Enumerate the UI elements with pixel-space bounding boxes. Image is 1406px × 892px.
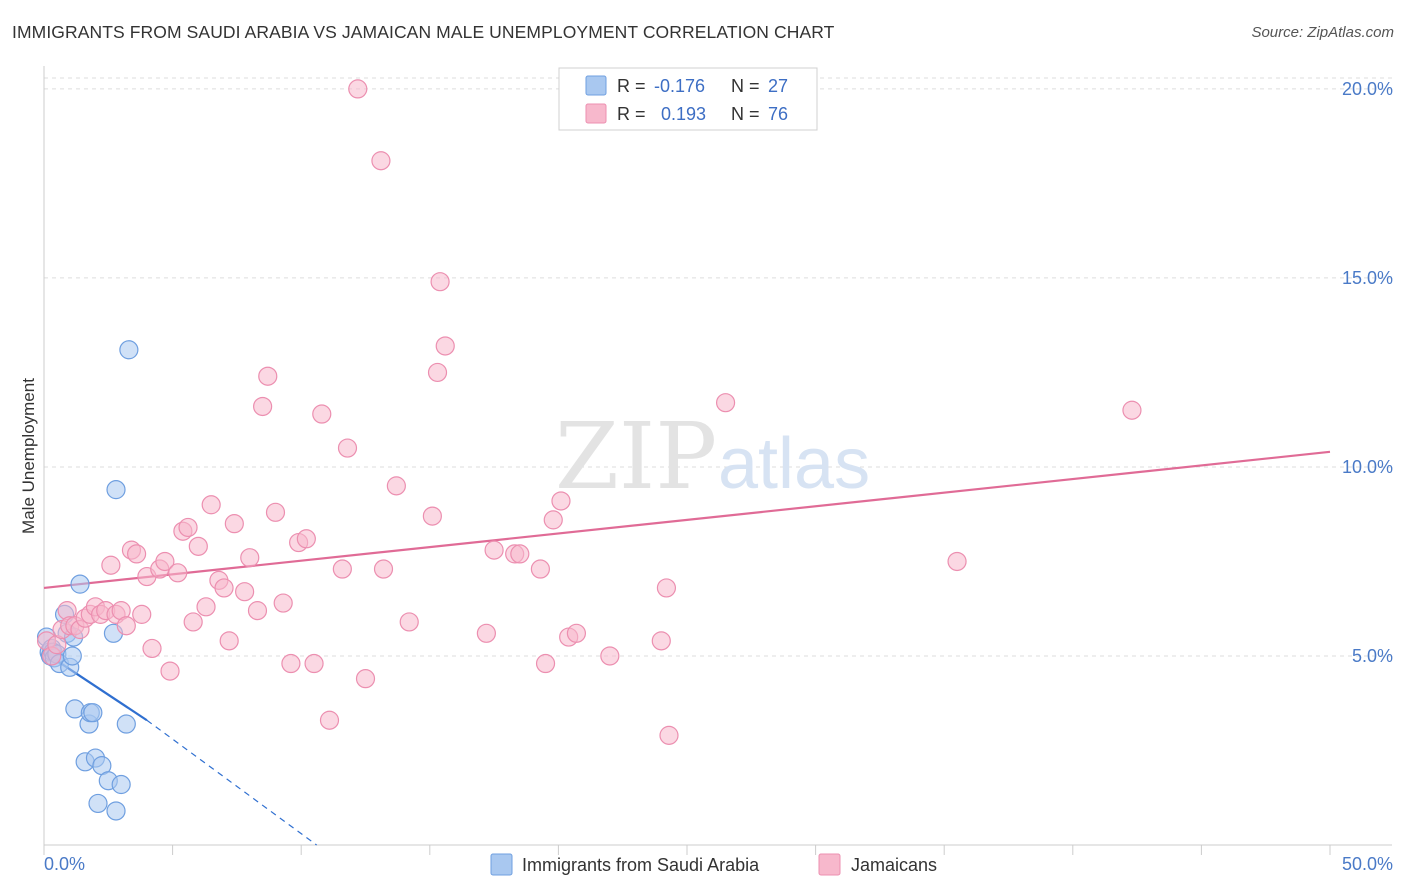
jamaican-point-60 (435, 336, 455, 356)
jamaican-point-68 (551, 491, 571, 511)
legend-n-value-1: 27 (768, 76, 788, 96)
jamaican-point-18 (126, 544, 147, 564)
jamaican-point-33 (214, 578, 234, 598)
saudi-point-20 (88, 793, 108, 814)
jamaican-point-65 (530, 559, 550, 579)
jamaican-point-67 (543, 510, 563, 530)
series-legend: Immigrants from Saudi Arabia Jamaicans (490, 853, 937, 876)
y-tick-label-3: 20.0% (1342, 79, 1393, 99)
watermark-atlas: atlas (718, 424, 870, 504)
jamaican-point-75 (715, 393, 736, 413)
jamaican-point-55 (386, 476, 406, 496)
watermark-zip: ZIP (555, 403, 717, 510)
jamaican-point-35 (224, 514, 244, 534)
jamaican-point-38 (247, 601, 268, 621)
jamaican-point-16 (116, 616, 136, 636)
trend-layer (43, 450, 1331, 846)
saudi-trend-extension (146, 719, 317, 846)
legend-r-value-2: 0.193 (661, 104, 706, 124)
legend-r-label-2: R = (617, 104, 646, 124)
jamaican-point-37 (240, 548, 260, 568)
jamaican-point-53 (371, 151, 391, 171)
jamaican-point-47 (312, 404, 332, 424)
saudi-point-14 (70, 574, 90, 594)
jamaican-point-49 (332, 559, 352, 579)
chart-title: IMMIGRANTS FROM SAUDI ARABIA VS JAMAICAN… (12, 22, 835, 42)
jamaican-point-64 (510, 544, 530, 564)
points-layer (36, 79, 1142, 821)
y-axis-label: Male Unemployment (19, 378, 38, 534)
jamaican-point-24 (160, 661, 180, 681)
jamaican-point-30 (196, 597, 216, 617)
x-tick-label-0: 0.0% (44, 854, 85, 874)
y-tick-label-0: 5.0% (1352, 646, 1393, 666)
jamaican-point-13 (101, 555, 121, 575)
saudi-point-24 (106, 801, 126, 821)
jamaican-point-62 (484, 540, 504, 560)
y-tick-label-1: 10.0% (1342, 457, 1393, 477)
jamaican-point-19 (132, 604, 152, 624)
jamaican-point-57 (422, 506, 442, 526)
jamaican-point-58 (427, 362, 448, 383)
jamaican-point-59 (430, 272, 450, 292)
series-legend-swatch-jamaicans (818, 853, 841, 876)
jamaican-point-66 (535, 653, 556, 674)
jamaican-point-50 (337, 438, 358, 458)
jamaican-point-36 (235, 582, 255, 602)
jamaican-point-73 (651, 631, 671, 651)
jamaican-point-61 (476, 623, 496, 643)
jamaican-point-41 (265, 502, 286, 522)
jamaican-point-40 (258, 366, 278, 386)
jamaican-point-25 (168, 563, 188, 583)
series-legend-label-saudi: Immigrants from Saudi Arabia (522, 855, 760, 875)
jamaican-point-72 (656, 578, 677, 598)
grid-layer (44, 77, 1392, 657)
jamaican-point-21 (142, 638, 162, 659)
jamaican-point-28 (183, 612, 203, 632)
legend: R = -0.176 N = 27 R = 0.193 N = 76 (558, 67, 818, 131)
saudi-point-11 (62, 646, 82, 666)
x-tick-label-1: 50.0% (1342, 854, 1393, 874)
jamaican-point-23 (155, 551, 175, 572)
jamaican-point-34 (219, 631, 239, 651)
saudi-point-26 (116, 714, 136, 734)
jamaican-point-45 (296, 529, 316, 549)
legend-r-label-1: R = (617, 76, 646, 96)
series-legend-swatch-saudi (490, 853, 513, 876)
saudi-point-28 (106, 480, 126, 500)
legend-r-value-1: -0.176 (654, 76, 705, 96)
jamaican-point-54 (373, 559, 394, 579)
jamaican-trend-line (43, 450, 1331, 590)
jamaican-point-31 (201, 495, 221, 515)
legend-swatch-pink (585, 103, 607, 124)
axis-layer: 5.0% 10.0% 15.0% 20.0% 0.0% 50.0% (43, 66, 1393, 874)
source-credit: Source: ZipAtlas.com (1251, 24, 1394, 41)
legend-n-label-1: N = (731, 76, 760, 96)
jamaican-point-56 (399, 612, 419, 632)
legend-n-value-2: 76 (768, 104, 788, 124)
y-tick-label-2: 15.0% (1342, 268, 1393, 288)
saudi-point-27 (119, 340, 139, 360)
jamaican-point-29 (188, 536, 208, 556)
legend-swatch-blue (585, 75, 607, 96)
legend-n-label-2: N = (731, 104, 760, 124)
jamaican-point-46 (304, 653, 324, 674)
jamaican-point-42 (273, 593, 293, 613)
saudi-point-18 (83, 703, 103, 723)
series-legend-label-jamaicans: Jamaicans (851, 855, 937, 875)
jamaican-point-51 (348, 79, 368, 99)
watermark: ZIP atlas (555, 403, 870, 510)
jamaican-point-43 (281, 653, 301, 674)
jamaican-point-77 (1122, 400, 1142, 420)
jamaican-point-52 (355, 669, 376, 689)
jamaican-point-70 (566, 623, 587, 643)
jamaican-point-39 (253, 396, 273, 417)
jamaican-point-27 (178, 517, 198, 538)
jamaican-point-74 (659, 725, 679, 745)
saudi-point-25 (111, 774, 131, 795)
jamaican-point-48 (319, 710, 340, 730)
jamaican-point-71 (600, 646, 620, 666)
jamaican-point-76 (947, 551, 967, 572)
